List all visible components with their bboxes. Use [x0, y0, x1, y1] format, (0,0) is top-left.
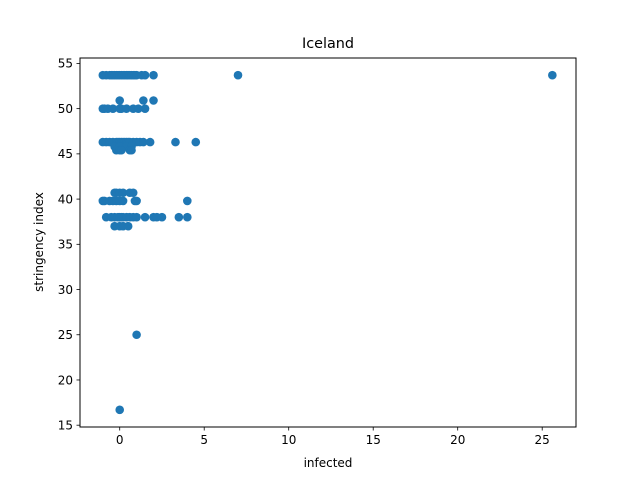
data-point: [128, 188, 138, 198]
data-point: [183, 212, 192, 222]
data-point: [122, 104, 131, 113]
data-point: [117, 145, 126, 155]
y-tick-label: 45: [58, 147, 73, 161]
data-point: [132, 330, 141, 340]
y-tick-label: 55: [58, 57, 73, 71]
data-point: [145, 137, 155, 147]
data-point: [132, 196, 141, 206]
data-point: [149, 70, 158, 80]
data-point: [183, 196, 192, 206]
data-point: [132, 212, 141, 222]
data-point: [174, 212, 184, 222]
data-point: [127, 145, 136, 155]
x-tick-label: 20: [450, 433, 465, 447]
y-tick-label: 20: [58, 373, 73, 387]
data-point: [139, 137, 148, 147]
y-tick-label: 50: [58, 102, 73, 116]
x-tick-label: 5: [200, 433, 208, 447]
y-tick-label: 15: [58, 418, 73, 432]
y-tick-label: 35: [58, 238, 73, 252]
data-point: [123, 221, 133, 231]
data-point: [140, 70, 150, 80]
x-tick-label: 15: [366, 433, 381, 447]
data-point: [139, 96, 148, 105]
x-axis: 0 5 10 15 20 25: [116, 427, 550, 447]
x-tick-label: 25: [535, 433, 550, 447]
data-point: [118, 196, 128, 206]
data-point: [191, 137, 201, 147]
data-point: [134, 104, 143, 113]
x-axis-label: infected: [304, 456, 353, 470]
chart-title: Iceland: [302, 36, 354, 52]
data-point: [118, 188, 128, 198]
data-point: [149, 96, 158, 105]
y-axis-label: stringency index: [32, 192, 46, 292]
data-point: [233, 70, 243, 80]
data-point: [108, 104, 118, 113]
x-tick-label: 10: [281, 433, 296, 447]
y-axis: 15 20 25 30 35 40 45 50 55: [58, 57, 80, 432]
data-point: [115, 96, 125, 105]
plot-frame: [79, 57, 577, 428]
data-point: [548, 70, 557, 80]
data-point: [171, 137, 180, 147]
data-point: [157, 212, 167, 222]
x-tick-label: 0: [116, 433, 124, 447]
y-tick-label: 40: [58, 192, 73, 206]
y-tick-label: 25: [58, 328, 73, 342]
points-layer: [98, 70, 557, 415]
y-tick-label: 30: [58, 283, 73, 297]
data-point: [115, 405, 125, 415]
data-point: [140, 212, 150, 222]
data-point: [140, 104, 150, 113]
